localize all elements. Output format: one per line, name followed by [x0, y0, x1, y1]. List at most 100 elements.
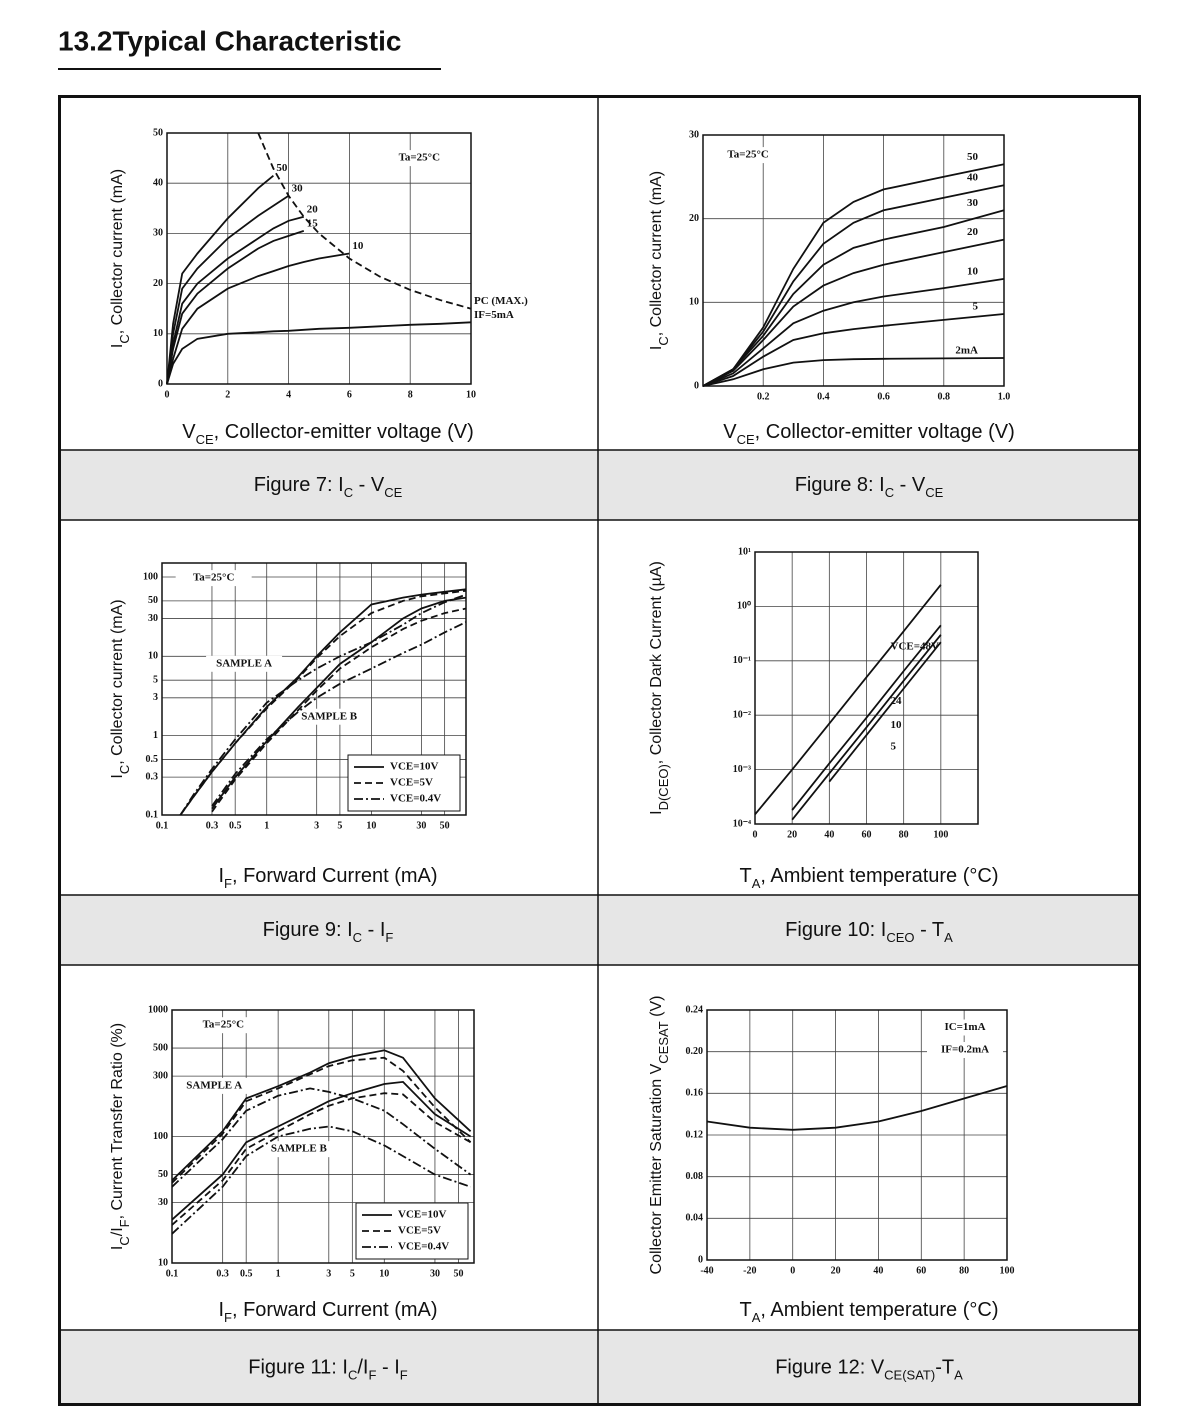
y-tick-label: 0.3 — [146, 771, 159, 782]
figure-caption-part: F — [400, 1367, 408, 1382]
y-tick-label: 0.16 — [686, 1088, 704, 1099]
annotation: Ta=25°C — [399, 152, 440, 164]
x-tick-label: 0 — [165, 389, 170, 400]
x-tick-label: 0 — [790, 1265, 795, 1276]
figure-caption: Figure 12: VCE(SAT)-TA — [775, 1357, 963, 1383]
annotation: SAMPLE B — [271, 1143, 328, 1155]
y-axis-title-part: (V) — [648, 996, 665, 1022]
x-tick-label: 80 — [899, 829, 909, 840]
curve — [179, 593, 467, 816]
curve — [179, 589, 467, 816]
x-tick-label: 100 — [1000, 1265, 1015, 1276]
curve — [791, 624, 942, 811]
y-axis-title: IC, Collector current (mA) — [648, 171, 671, 350]
curve — [166, 252, 350, 385]
y-tick-label: 10¹ — [738, 546, 751, 557]
x-tick-label: 0.6 — [877, 391, 890, 402]
x-axis-title: TA, Ambient temperature (°C) — [740, 1299, 999, 1325]
x-tick-label: 0.3 — [206, 820, 219, 831]
legend-label: VCE=10V — [390, 761, 438, 773]
annotation-bg — [260, 1141, 337, 1158]
plot-frame — [702, 134, 1005, 387]
figure-caption-part: - T — [915, 919, 945, 941]
y-tick-label: 30 — [158, 1197, 168, 1208]
curve — [166, 215, 305, 385]
y-axis-title-part: /I — [109, 1227, 126, 1236]
y-tick-label: 0.5 — [146, 754, 159, 765]
y-tick-label: 50 — [153, 127, 163, 138]
annotation: Ta=25°C — [203, 1019, 244, 1031]
y-axis-title-part: I — [109, 1246, 126, 1250]
y-tick-label: 5 — [153, 674, 158, 685]
x-axis-title: VCE, Collector-emitter voltage (V) — [182, 421, 473, 447]
x-axis-title-part: , Forward Current (mA) — [232, 865, 438, 887]
x-tick-label: 50 — [440, 820, 450, 831]
y-axis-title-part: , Collector current (mA) — [648, 171, 665, 336]
curve-label: 30 — [967, 197, 979, 209]
annotation-bg — [175, 570, 252, 587]
curve — [791, 634, 942, 821]
x-tick-label: 10 — [366, 820, 376, 831]
curve — [171, 1087, 472, 1188]
curve — [171, 1056, 472, 1184]
x-tick-label: 0.8 — [938, 391, 951, 402]
x-tick-label: 1.0 — [998, 391, 1011, 402]
figure-caption-part: - V — [353, 474, 385, 496]
curve — [702, 313, 1005, 387]
y-axis-title-part: I — [109, 774, 126, 778]
curve — [211, 621, 467, 807]
y-tick-label: 40 — [153, 177, 163, 188]
table-rules — [58, 96, 1140, 1405]
y-axis-title-part: , Collector current (mA) — [109, 169, 126, 334]
annotation: SAMPLE A — [186, 1079, 242, 1091]
curve-label: 10 — [891, 719, 903, 731]
y-axis-title-part: Collector Emitter Saturation V — [648, 1063, 665, 1274]
x-tick-label: 4 — [286, 389, 291, 400]
curve-label: 5 — [973, 301, 979, 313]
annotation-bg — [381, 150, 458, 167]
x-tick-label: 0.1 — [166, 1268, 179, 1279]
y-tick-label: 0 — [698, 1254, 703, 1265]
x-axis-title-part: I — [218, 1299, 224, 1321]
annotation-bg — [176, 1077, 253, 1094]
y-tick-label: 0.1 — [146, 809, 159, 820]
figure-caption-part: C — [344, 485, 353, 500]
x-axis-title-part: A — [752, 876, 761, 891]
figure-caption-part: - I — [376, 1357, 399, 1379]
x-tick-label: 1 — [276, 1268, 281, 1279]
figure-caption-part: A — [944, 930, 953, 945]
legend-label: VCE=0.4V — [390, 793, 441, 805]
y-tick-label: 0.12 — [686, 1129, 704, 1140]
annotation: SAMPLE B — [301, 710, 358, 722]
curve — [166, 230, 305, 385]
curve — [706, 1085, 1008, 1131]
x-tick-label: 10 — [466, 389, 476, 400]
y-axis-title: ID(CEO), Collector Dark Current (µA) — [648, 561, 671, 815]
figure-caption-part: Figure 7: I — [254, 474, 344, 496]
x-tick-label: 0.2 — [757, 391, 770, 402]
annotation-bg — [291, 708, 368, 725]
page-title: 13.2Typical Characteristic — [58, 25, 401, 56]
y-tick-label: 1 — [153, 730, 158, 741]
x-axis-title-part: I — [218, 865, 224, 887]
curve — [171, 1080, 472, 1221]
annotation: IC=1mA — [944, 1021, 985, 1033]
y-tick-label: 30 — [153, 228, 163, 239]
figure-caption-part: C — [885, 485, 894, 500]
figure-caption: Figure 7: IC - VCE — [254, 474, 403, 500]
x-tick-label: 8 — [408, 389, 413, 400]
y-tick-label: 100 — [143, 571, 158, 582]
x-axis-title-part: V — [182, 421, 196, 443]
curve — [702, 278, 1005, 387]
x-tick-label: -40 — [700, 1265, 713, 1276]
y-tick-label: 500 — [153, 1042, 168, 1053]
y-axis-title-part: C — [117, 765, 132, 774]
annotation-bg — [927, 1019, 1003, 1036]
x-tick-label: 3 — [326, 1268, 331, 1279]
y-tick-label: 0.08 — [686, 1171, 704, 1182]
x-tick-label: 1 — [264, 820, 269, 831]
curve — [166, 175, 274, 385]
curve — [828, 641, 942, 783]
x-tick-label: 5 — [337, 820, 342, 831]
